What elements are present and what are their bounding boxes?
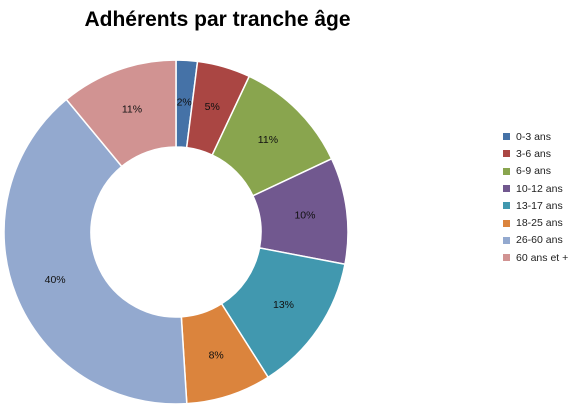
legend-item: 6-9 ans	[503, 163, 568, 180]
legend-label: 26-60 ans	[516, 234, 563, 247]
legend-item: 3-6 ans	[503, 145, 568, 162]
legend-swatch	[503, 219, 510, 227]
chart-legend: 0-3 ans 3-6 ans 6-9 ans 10-12 ans 13-17 ans 1…	[503, 128, 568, 266]
data-label: 2%	[177, 96, 192, 108]
legend-swatch	[503, 167, 510, 175]
data-label: 11%	[258, 134, 278, 146]
legend-item: 0-3 ans	[503, 128, 568, 145]
data-label: 40%	[45, 274, 66, 286]
data-label: 8%	[209, 350, 224, 362]
data-label: 13%	[273, 299, 294, 311]
legend-swatch	[503, 236, 510, 244]
legend-label: 13-17 ans	[516, 199, 563, 212]
donut-slice-26-60-ans	[3, 98, 188, 405]
donut-slice-60-ans-et-	[65, 59, 177, 168]
legend-label: 10-12 ans	[516, 182, 563, 195]
legend-label: 60 ans et +	[516, 251, 569, 264]
legend-swatch	[503, 185, 510, 193]
data-label: 11%	[122, 104, 142, 116]
legend-item: 60 ans et +	[503, 249, 568, 266]
legend-item: 26-60 ans	[503, 232, 568, 249]
legend-item: 18-25 ans	[503, 214, 568, 231]
legend-item: 13-17 ans	[503, 197, 568, 214]
legend-label: 3-6 ans	[516, 147, 552, 160]
legend-swatch	[503, 133, 510, 141]
data-label: 5%	[205, 101, 220, 113]
data-label: 10%	[294, 210, 315, 222]
legend-label: 0-3 ans	[516, 130, 552, 143]
legend-swatch	[503, 254, 510, 262]
legend-swatch	[503, 150, 510, 158]
legend-label: 6-9 ans	[516, 165, 552, 178]
legend-swatch	[503, 202, 510, 210]
legend-label: 18-25 ans	[516, 217, 563, 230]
legend-item: 10-12 ans	[503, 180, 568, 197]
chart-title: Adhérents par tranche âge	[84, 8, 351, 31]
